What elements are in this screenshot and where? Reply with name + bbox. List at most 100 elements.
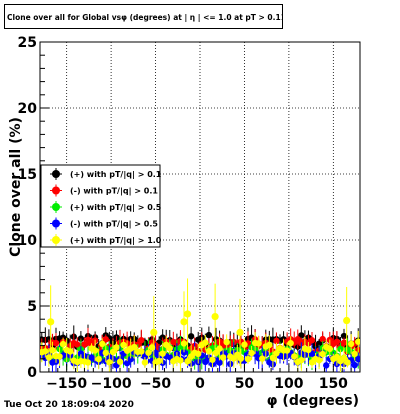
- x-axis-label: φ (degrees): [267, 393, 359, 409]
- data-point: [343, 316, 351, 325]
- data-point: [187, 333, 195, 340]
- x-tick-label: −50: [140, 376, 171, 392]
- legend: (+) with pT/|q| > 0.1 (-) with pT/|q| > 0…: [40, 164, 162, 248]
- data-point: [287, 339, 294, 347]
- data-point: [241, 341, 248, 348]
- data-point: [102, 336, 109, 343]
- data-point: [326, 345, 333, 353]
- legend-label: (-) with pT/|q| > 0.1: [70, 187, 158, 196]
- data-point: [145, 349, 152, 356]
- data-point: [180, 318, 188, 326]
- data-point: [202, 339, 209, 346]
- y-tick-label: 15: [18, 167, 37, 183]
- data-point: [42, 348, 49, 355]
- data-point: [273, 337, 280, 345]
- data-point: [166, 345, 173, 352]
- data-point: [333, 353, 341, 361]
- legend-label: (+) with pT/|q| > 0.1: [70, 170, 162, 179]
- data-point: [351, 361, 358, 369]
- y-tick-label: 25: [18, 35, 37, 51]
- data-point: [333, 338, 341, 346]
- legend-marker: [52, 236, 60, 244]
- legend-box: [40, 164, 161, 248]
- data-point: [109, 348, 117, 356]
- x-tick-label: 150: [319, 376, 348, 392]
- data-point: [138, 336, 145, 344]
- x-tick-label: −100: [91, 376, 132, 392]
- data-point: [155, 357, 163, 365]
- data-point: [195, 350, 202, 358]
- data-point: [351, 350, 358, 358]
- data-point: [159, 350, 166, 357]
- data-point: [255, 340, 262, 347]
- timestamp: Tue Oct 20 18:09:04 2020: [4, 400, 134, 410]
- data-point: [120, 341, 127, 349]
- data-point: [212, 349, 220, 357]
- data-point: [355, 355, 360, 363]
- x-tick-label: 0: [195, 376, 205, 392]
- data-point: [216, 345, 223, 352]
- x-tick-label: 100: [274, 376, 303, 392]
- data-point: [269, 354, 277, 362]
- data-point: [56, 353, 63, 360]
- data-point: [177, 357, 184, 364]
- chart-title: Clone over all for Global vsφ (degrees) …: [4, 4, 283, 29]
- data-point: [355, 338, 360, 345]
- y-tick-label: 20: [18, 101, 38, 117]
- data-point: [138, 348, 145, 355]
- data-point: [259, 355, 266, 362]
- legend-label: (+) with pT/|q| > 1.0: [70, 236, 162, 245]
- legend-marker: [52, 186, 60, 195]
- y-tick-label: 5: [27, 299, 37, 315]
- data-point: [150, 328, 158, 336]
- data-point: [223, 338, 230, 346]
- data-point: [323, 362, 330, 369]
- data-point: [340, 339, 348, 346]
- data-point: [291, 353, 298, 360]
- data-point: [81, 341, 88, 348]
- x-tick-label: 50: [235, 376, 255, 392]
- data-point: [216, 359, 223, 366]
- data-point: [113, 344, 120, 351]
- data-point: [319, 335, 326, 343]
- y-axis-label: Clone over all (%): [8, 117, 24, 257]
- data-point: [202, 358, 209, 366]
- data-point: [106, 359, 113, 366]
- data-point: [347, 340, 355, 348]
- data-point: [305, 346, 312, 354]
- x-tick-label: −150: [46, 376, 87, 392]
- data-point: [67, 348, 74, 355]
- data-point: [116, 358, 124, 365]
- data-point: [205, 331, 213, 339]
- data-point: [273, 350, 280, 357]
- data-point: [84, 336, 92, 344]
- data-point: [183, 310, 192, 318]
- data-point: [95, 355, 102, 363]
- data-point: [47, 318, 55, 326]
- data-point: [337, 345, 344, 353]
- data-point: [344, 359, 351, 366]
- y-tick-label: 0: [27, 365, 37, 381]
- data-point: [211, 312, 219, 321]
- data-point: [283, 347, 291, 354]
- legend-marker: [52, 170, 60, 178]
- data-points: [40, 278, 360, 372]
- data-point: [340, 332, 348, 340]
- data-point: [127, 356, 134, 363]
- data-point: [52, 339, 60, 347]
- data-point: [248, 349, 255, 357]
- data-point: [266, 341, 273, 349]
- data-point: [91, 347, 99, 354]
- y-tick-label: 10: [18, 233, 38, 249]
- data-point: [236, 328, 244, 336]
- legend-marker: [52, 219, 60, 228]
- data-point: [298, 356, 305, 364]
- legend-label: (-) with pT/|q| > 0.5: [70, 220, 158, 229]
- data-point: [59, 340, 67, 348]
- axes: −150 −100 −50 0 50 100 150 0 5 10 15 20 25: [18, 35, 361, 392]
- data-point: [219, 354, 227, 361]
- data-point: [237, 355, 245, 362]
- data-point: [205, 347, 213, 355]
- data-point: [319, 350, 326, 358]
